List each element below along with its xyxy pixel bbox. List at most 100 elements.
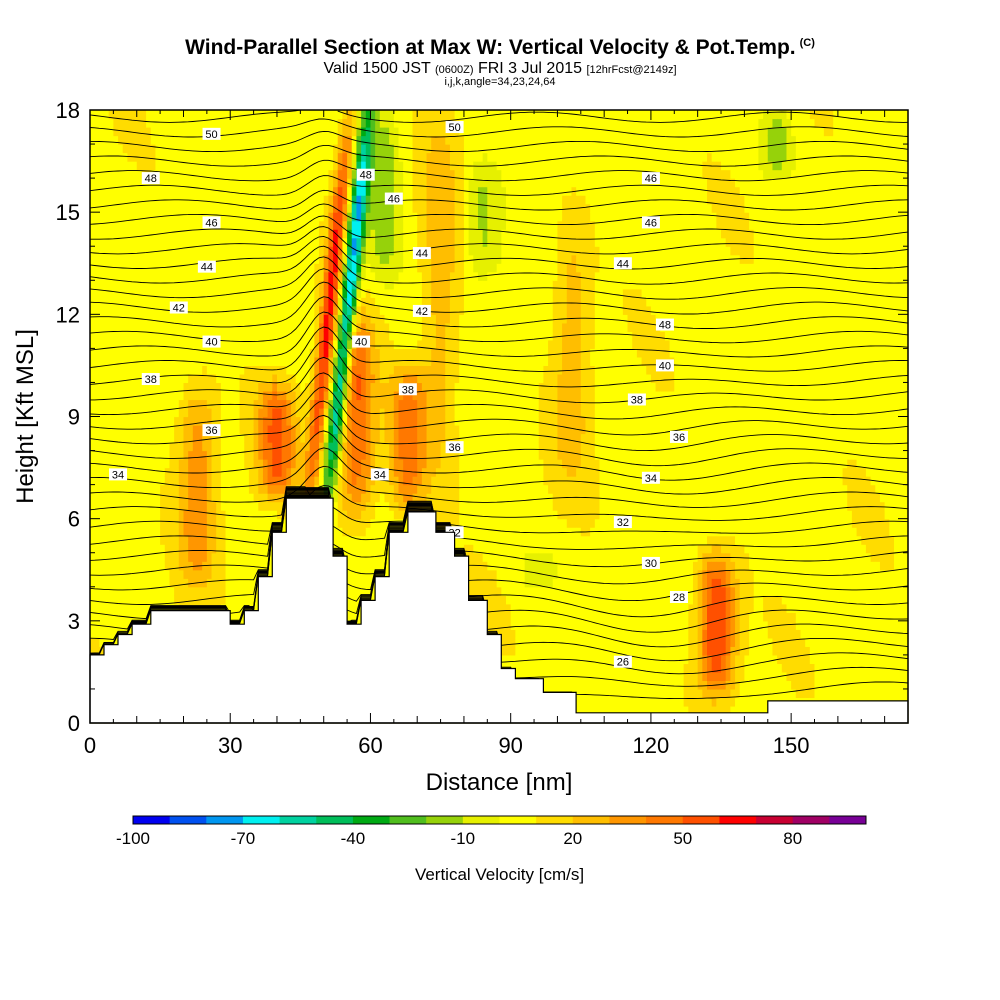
- velocity-cell: [375, 110, 381, 120]
- velocity-cell: [94, 527, 100, 537]
- chart-title-text: Wind-Parallel Section at Max W: Vertical…: [185, 36, 796, 59]
- velocity-cell: [192, 288, 199, 298]
- velocity-cell: [169, 127, 175, 137]
- velocity-cell: [281, 390, 287, 401]
- velocity-cell: [192, 229, 199, 239]
- velocity-cell: [342, 365, 348, 375]
- velocity-cell: [379, 263, 386, 273]
- velocity-cell: [220, 110, 227, 120]
- velocity-cell: [239, 237, 245, 247]
- velocity-cell: [262, 561, 269, 571]
- velocity-cell: [230, 110, 236, 120]
- velocity-cell: [94, 356, 100, 367]
- velocity-cell: [220, 561, 227, 571]
- velocity-cell: [132, 365, 138, 375]
- velocity-cell: [220, 246, 227, 256]
- velocity-cell: [146, 135, 152, 145]
- velocity-cell: [164, 373, 171, 384]
- velocity-cell: [122, 280, 128, 290]
- velocity-cell: [267, 135, 273, 145]
- velocity-cell: [370, 425, 376, 435]
- velocity-cell: [314, 331, 320, 341]
- velocity-cell: [225, 484, 231, 494]
- velocity-cell: [192, 263, 199, 273]
- velocity-cell: [234, 263, 241, 273]
- velocity-cell: [244, 442, 250, 452]
- velocity-cell: [127, 373, 133, 384]
- velocity-cell: [398, 467, 404, 477]
- velocity-cell: [267, 220, 273, 230]
- velocity-cell: [337, 314, 344, 324]
- velocity-cell: [389, 331, 395, 341]
- velocity-cell: [361, 297, 367, 307]
- velocity-cell: [127, 118, 133, 128]
- velocity-cell: [136, 501, 143, 511]
- velocity-cell: [150, 314, 157, 324]
- velocity-cell: [370, 390, 376, 401]
- velocity-cell: [164, 331, 171, 341]
- velocity-cell: [258, 476, 264, 486]
- velocity-cell: [393, 425, 400, 435]
- velocity-cell: [108, 203, 114, 213]
- velocity-cell: [314, 127, 320, 137]
- velocity-cell: [361, 152, 367, 162]
- velocity-cell: [206, 407, 213, 418]
- velocity-cell: [244, 271, 250, 281]
- velocity-cell: [333, 297, 339, 307]
- velocity-cell: [281, 484, 287, 494]
- velocity-cell: [225, 220, 231, 230]
- velocity-cell: [99, 161, 105, 171]
- velocity-cell: [127, 314, 133, 324]
- velocity-cell: [169, 212, 175, 222]
- velocity-cell: [108, 169, 114, 179]
- velocity-cell: [262, 144, 269, 154]
- velocity-cell: [99, 118, 105, 128]
- velocity-cell: [309, 382, 315, 392]
- velocity-cell: [108, 212, 114, 222]
- velocity-cell: [127, 595, 133, 605]
- velocity-cell: [90, 476, 96, 486]
- velocity-cell: [178, 518, 185, 528]
- velocity-cell: [160, 476, 166, 486]
- velocity-cell: [276, 484, 283, 494]
- velocity-cell: [258, 169, 264, 179]
- velocity-cell: [384, 263, 390, 273]
- velocity-cell: [239, 254, 245, 264]
- velocity-cell: [164, 246, 171, 256]
- velocity-cell: [407, 169, 414, 179]
- velocity-cell: [225, 595, 231, 605]
- velocity-cell: [244, 459, 250, 469]
- velocity-cell: [127, 220, 133, 230]
- velocity-cell: [108, 450, 114, 460]
- velocity-cell: [300, 110, 306, 120]
- velocity-cell: [108, 535, 114, 545]
- velocity-cell: [155, 501, 161, 511]
- velocity-cell: [244, 288, 250, 298]
- velocity-cell: [150, 467, 157, 477]
- velocity-cell: [258, 552, 264, 562]
- velocity-cell: [118, 246, 124, 256]
- velocity-cell: [104, 195, 110, 205]
- velocity-cell: [160, 297, 166, 307]
- velocity-cell: [403, 305, 409, 315]
- velocity-cell: [169, 135, 175, 145]
- velocity-cell: [178, 467, 185, 477]
- velocity-cell: [323, 246, 329, 256]
- velocity-cell: [253, 442, 259, 452]
- velocity-cell: [94, 169, 100, 179]
- velocity-cell: [216, 501, 222, 511]
- velocity-cell: [276, 178, 283, 188]
- velocity-cell: [220, 459, 227, 469]
- velocity-cell: [160, 501, 166, 511]
- velocity-cell: [384, 254, 390, 264]
- velocity-cell: [146, 144, 152, 154]
- velocity-cell: [225, 322, 231, 332]
- velocity-cell: [267, 297, 273, 307]
- velocity-cell: [375, 305, 381, 315]
- velocity-cell: [122, 527, 128, 537]
- velocity-cell: [239, 382, 245, 392]
- velocity-cell: [393, 407, 400, 418]
- velocity-cell: [211, 459, 217, 469]
- velocity-cell: [178, 569, 185, 579]
- velocity-cell: [206, 229, 213, 239]
